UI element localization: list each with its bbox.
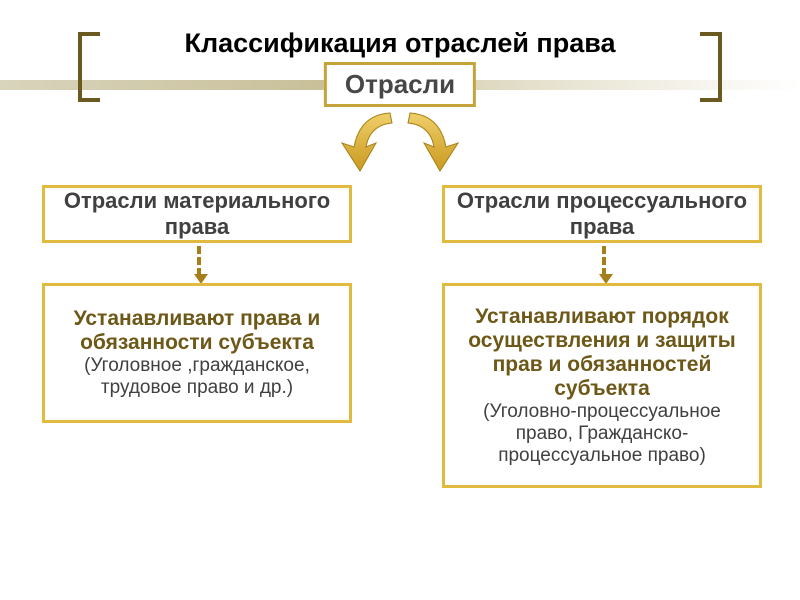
desc-material-bold: Устанавливают права и обязанности субъек… — [53, 307, 341, 355]
desc-procedural-sub: (Уголовно-процессуальное право, Гражданс… — [453, 401, 751, 467]
root-node: Отрасли — [324, 62, 476, 107]
desc-procedural: Устанавливают порядок осуществления и за… — [442, 283, 762, 488]
dash-arrow-left — [197, 246, 201, 276]
branch-procedural: Отрасли процессуального права — [442, 185, 762, 243]
title-container: Классификация отраслей права — [0, 28, 800, 59]
diagram-title: Классификация отраслей права — [184, 28, 615, 59]
root-label: Отрасли — [345, 69, 455, 99]
desc-procedural-bold: Устанавливают порядок осуществления и за… — [453, 305, 751, 401]
branch-material-label: Отрасли материального права — [53, 188, 341, 240]
desc-material-sub: (Уголовное ,гражданское, трудовое право … — [53, 355, 341, 399]
arrow-left-icon — [342, 113, 392, 171]
arrow-right-icon — [408, 113, 458, 171]
branch-procedural-label: Отрасли процессуального права — [453, 188, 751, 240]
desc-material: Устанавливают права и обязанности субъек… — [42, 283, 352, 423]
split-arrows — [330, 105, 470, 175]
branch-material: Отрасли материального права — [42, 185, 352, 243]
dash-arrow-right — [602, 246, 606, 276]
